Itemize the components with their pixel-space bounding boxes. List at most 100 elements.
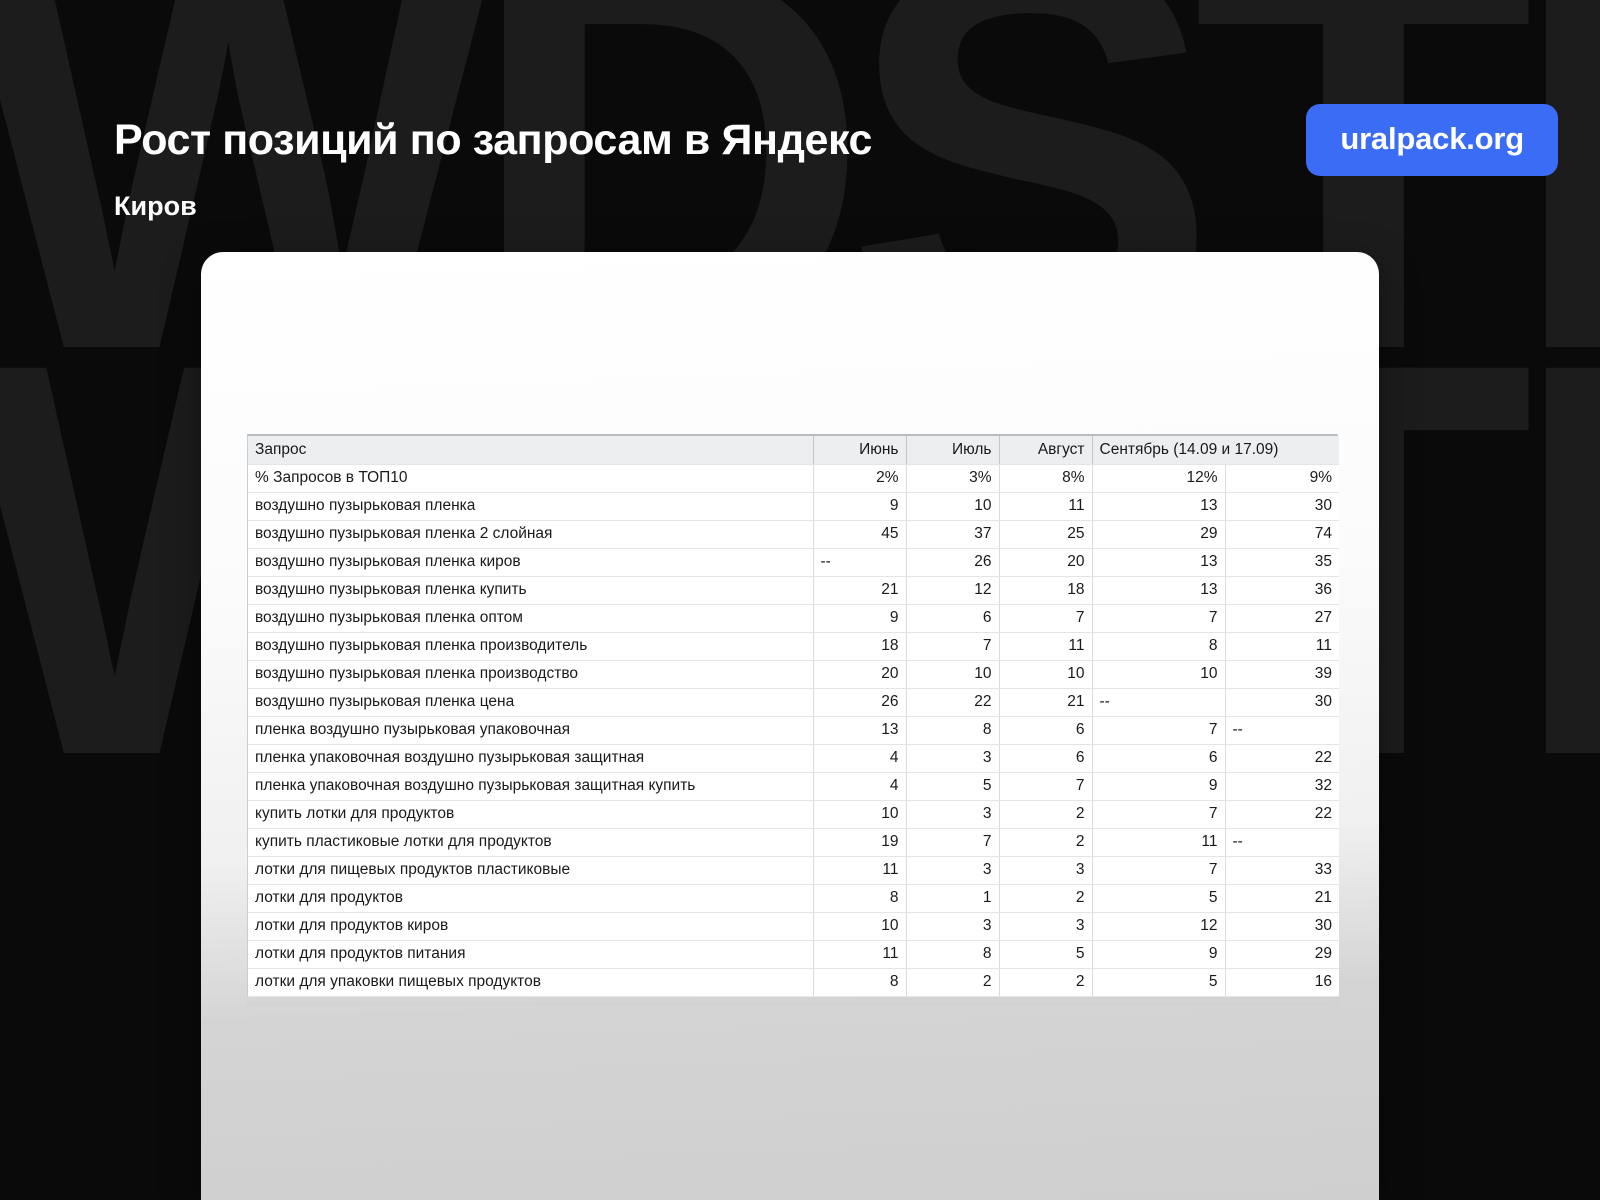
cell-position[interactable]: 11 (1225, 632, 1340, 661)
column-header-august[interactable]: Август (999, 436, 1093, 465)
site-badge[interactable]: uralpack.org (1306, 104, 1558, 176)
cell-position[interactable]: 30 (1225, 492, 1340, 521)
cell-query[interactable]: лотки для пищевых продуктов пластиковые (248, 856, 814, 885)
cell-position[interactable]: 7 (906, 828, 1000, 857)
cell-position[interactable]: 74 (1225, 520, 1340, 549)
cell-position[interactable]: 4 (813, 772, 907, 801)
cell-position[interactable]: 12 (1092, 912, 1226, 941)
cell-position[interactable]: 13 (1092, 576, 1226, 605)
cell-position[interactable]: 8 (1092, 632, 1226, 661)
cell-position[interactable]: 2 (906, 968, 1000, 997)
column-header-june[interactable]: Июнь (813, 436, 907, 465)
table-row[interactable]: лотки для продуктов питания 11 8 5 9 29 (248, 940, 1340, 969)
cell-position[interactable]: 8 (906, 940, 1000, 969)
cell-query[interactable]: воздушно пузырьковая пленка производство (248, 660, 814, 689)
cell-position[interactable]: 26 (906, 548, 1000, 577)
table-row[interactable]: купить лотки для продуктов 10 3 2 7 22 (248, 800, 1340, 829)
cell-position[interactable]: 3 (906, 800, 1000, 829)
column-header-july[interactable]: Июль (906, 436, 1000, 465)
cell-position[interactable]: 7 (1092, 716, 1226, 745)
cell-position[interactable]: 7 (1092, 800, 1226, 829)
cell-position[interactable]: 5 (1092, 968, 1226, 997)
cell-position[interactable]: 3% (906, 464, 1000, 493)
cell-query[interactable]: воздушно пузырьковая пленка купить (248, 576, 814, 605)
cell-position[interactable]: 2% (813, 464, 907, 493)
cell-position[interactable]: 8 (813, 968, 907, 997)
cell-query[interactable]: лотки для продуктов питания (248, 940, 814, 969)
cell-position[interactable]: 29 (1092, 520, 1226, 549)
table-row[interactable]: пленка упаковочная воздушно пузырьковая … (248, 744, 1340, 773)
cell-position[interactable]: 33 (1225, 856, 1340, 885)
cell-position[interactable]: 2 (999, 828, 1093, 857)
cell-position[interactable]: 7 (906, 632, 1000, 661)
cell-position[interactable]: 45 (813, 520, 907, 549)
cell-position[interactable]: 11 (999, 632, 1093, 661)
cell-position[interactable]: 21 (1225, 884, 1340, 913)
table-row[interactable]: лотки для пищевых продуктов пластиковые 1… (248, 856, 1340, 885)
cell-position[interactable]: 3 (999, 912, 1093, 941)
cell-query[interactable]: купить пластиковые лотки для продуктов (248, 828, 814, 857)
cell-position[interactable]: 2 (999, 800, 1093, 829)
column-header-september[interactable]: Сентябрь (14.09 и 17.09) (1092, 436, 1340, 465)
cell-position[interactable]: 9 (813, 604, 907, 633)
cell-query[interactable]: пленка воздушно пузырьковая упаковочная (248, 716, 814, 745)
cell-position[interactable]: 10 (813, 800, 907, 829)
table-row[interactable]: воздушно пузырьковая пленка 9 10 11 13 30 (248, 492, 1340, 521)
cell-position[interactable]: 6 (906, 604, 1000, 633)
cell-position[interactable]: 6 (999, 716, 1093, 745)
cell-query[interactable]: лотки для продуктов (248, 884, 814, 913)
cell-query[interactable]: воздушно пузырьковая пленка производител… (248, 632, 814, 661)
cell-position[interactable]: 16 (1225, 968, 1340, 997)
table-row[interactable]: воздушно пузырьковая пленка цена 26 22 21 --… (248, 688, 1340, 717)
table-row[interactable]: лотки для продуктов киров 10 3 3 12 30 (248, 912, 1340, 941)
cell-position[interactable]: 3 (999, 856, 1093, 885)
cell-position[interactable]: 8 (813, 884, 907, 913)
cell-position[interactable]: 11 (1092, 828, 1226, 857)
cell-query[interactable]: % Запросов в ТОП10 (248, 464, 814, 493)
cell-query[interactable]: воздушно пузырьковая пленка киров (248, 548, 814, 577)
table-row[interactable]: воздушно пузырьковая пленка производство… (248, 660, 1340, 689)
cell-position[interactable]: 19 (813, 828, 907, 857)
cell-position[interactable]: 10 (813, 912, 907, 941)
cell-position[interactable]: 13 (813, 716, 907, 745)
cell-position[interactable]: 6 (1092, 744, 1226, 773)
cell-position[interactable]: 3 (906, 744, 1000, 773)
table-row[interactable]: лотки для упаковки пищевых продуктов 8 2 2 5… (248, 968, 1340, 997)
spreadsheet[interactable]: Запрос Июнь Июль Август Сентябрь (14.09 … (247, 434, 1340, 997)
cell-position[interactable]: 9 (1092, 772, 1226, 801)
table-row[interactable]: лотки для продуктов 8 1 2 5 21 (248, 884, 1340, 913)
cell-position[interactable]: 2 (999, 884, 1093, 913)
table-row[interactable]: % Запросов в ТОП10 2% 3% 8% 12% 9% (248, 464, 1340, 493)
cell-query[interactable]: воздушно пузырьковая пленка цена (248, 688, 814, 717)
cell-position[interactable]: 4 (813, 744, 907, 773)
cell-position[interactable]: 3 (906, 912, 1000, 941)
cell-query[interactable]: пленка упаковочная воздушно пузырьковая … (248, 744, 814, 773)
table-row[interactable]: пленка упаковочная воздушно пузырьковая … (248, 772, 1340, 801)
cell-position[interactable]: 39 (1225, 660, 1340, 689)
cell-position[interactable]: 11 (813, 856, 907, 885)
cell-position[interactable]: 9% (1225, 464, 1340, 493)
cell-position[interactable]: 30 (1225, 688, 1340, 717)
cell-position[interactable]: 30 (1225, 912, 1340, 941)
table-row[interactable]: воздушно пузырьковая пленка киров -- 26 20 1… (248, 548, 1340, 577)
cell-position[interactable]: 5 (999, 940, 1093, 969)
cell-no-data[interactable]: -- (813, 548, 907, 577)
cell-position[interactable]: 18 (813, 632, 907, 661)
cell-query[interactable]: лотки для упаковки пищевых продуктов (248, 968, 814, 997)
cell-position[interactable]: 11 (999, 492, 1093, 521)
cell-position[interactable]: 1 (906, 884, 1000, 913)
cell-position[interactable]: 13 (1092, 548, 1226, 577)
cell-position[interactable]: 32 (1225, 772, 1340, 801)
cell-no-data[interactable]: -- (1092, 688, 1226, 717)
cell-position[interactable]: 12% (1092, 464, 1226, 493)
cell-position[interactable]: 26 (813, 688, 907, 717)
table-row[interactable]: воздушно пузырьковая пленка производител… (248, 632, 1340, 661)
cell-position[interactable]: 13 (1092, 492, 1226, 521)
cell-query[interactable]: воздушно пузырьковая пленка (248, 492, 814, 521)
cell-position[interactable]: 8 (906, 716, 1000, 745)
cell-position[interactable]: 25 (999, 520, 1093, 549)
cell-position[interactable]: 10 (1092, 660, 1226, 689)
cell-query[interactable]: лотки для продуктов киров (248, 912, 814, 941)
cell-position[interactable]: 9 (1092, 940, 1226, 969)
cell-position[interactable]: 5 (1092, 884, 1226, 913)
